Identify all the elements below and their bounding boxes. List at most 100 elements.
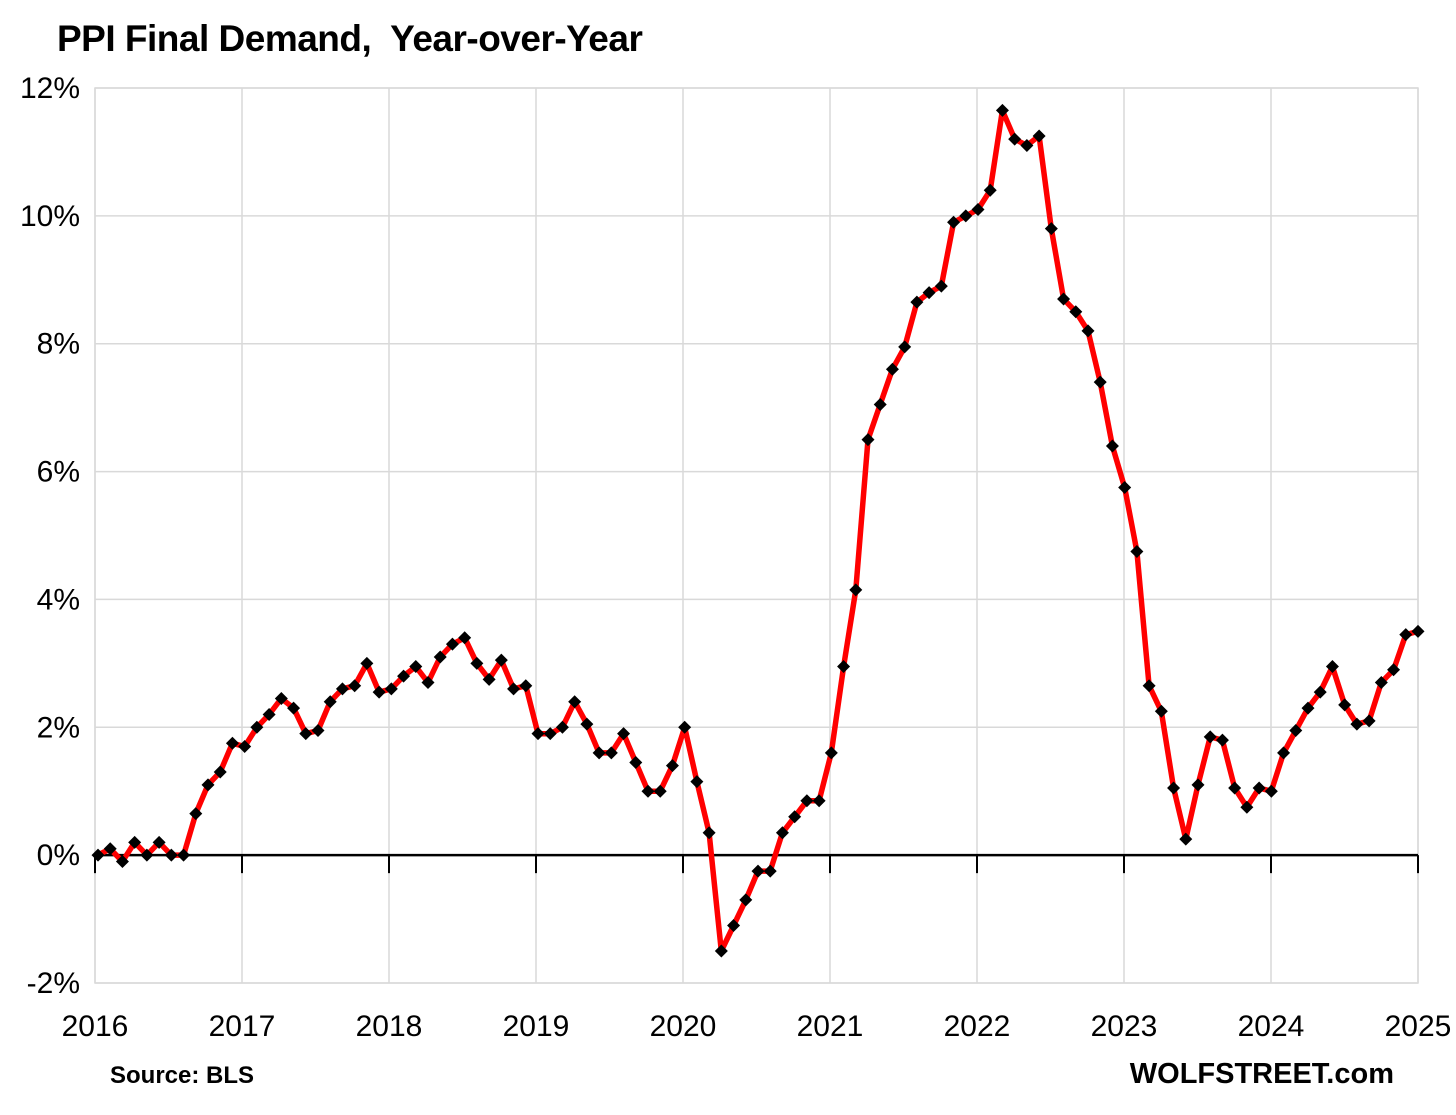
data-point-marker — [238, 739, 252, 753]
data-point-marker — [617, 727, 631, 741]
data-point-marker — [433, 650, 447, 664]
data-point-marker — [458, 631, 472, 645]
data-point-marker — [959, 209, 973, 223]
data-point-marker — [1191, 778, 1205, 792]
data-point-marker — [311, 723, 325, 737]
data-point-marker — [177, 848, 191, 862]
x-axis-label: 2024 — [1238, 1010, 1305, 1043]
data-point-marker — [531, 727, 545, 741]
data-point-marker — [1105, 439, 1119, 453]
data-point-marker — [983, 183, 997, 197]
data-point-marker — [653, 784, 667, 798]
data-point-marker — [1118, 481, 1132, 495]
data-point-marker — [1008, 132, 1022, 146]
data-point-marker — [812, 794, 826, 808]
data-point-marker — [1032, 129, 1046, 143]
data-point-marker — [421, 676, 435, 690]
data-point-marker — [372, 685, 386, 699]
data-point-marker — [690, 775, 704, 789]
data-point-marker — [494, 653, 508, 667]
y-axis-label: 2% — [37, 711, 80, 744]
y-axis-labels: 12% 10% 8% 6% 4% 2% 0% -2% — [20, 72, 80, 1000]
data-point-marker — [1338, 698, 1352, 712]
data-point-marker — [1399, 628, 1413, 642]
data-point-marker — [445, 637, 459, 651]
data-point-marker — [115, 855, 129, 869]
series-line — [95, 107, 1421, 954]
data-point-marker — [775, 826, 789, 840]
data-point-marker — [678, 720, 692, 734]
x-axis-label: 2023 — [1091, 1010, 1158, 1043]
data-point-marker — [947, 215, 961, 229]
data-point-marker — [898, 340, 912, 354]
data-point-marker — [225, 736, 239, 750]
data-point-marker — [1228, 781, 1242, 795]
chart-title: PPI Final Demand, Year-over-Year — [57, 18, 643, 59]
data-point-marker — [213, 765, 227, 779]
y-axis-label: 0% — [37, 839, 80, 872]
brand-wordmark: WOLFSTREET.com — [1129, 1058, 1394, 1090]
data-point-marker — [287, 701, 301, 715]
y-axis-label: 10% — [20, 200, 80, 233]
x-axis-label: 2022 — [944, 1010, 1011, 1043]
data-point-marker — [543, 727, 557, 741]
y-axis-label: -2% — [27, 967, 80, 1000]
data-point-marker — [1277, 746, 1291, 760]
x-axis-label: 2016 — [62, 1010, 129, 1043]
data-point-marker — [1411, 624, 1425, 638]
data-point-marker — [1240, 800, 1254, 814]
data-point-marker — [665, 759, 679, 773]
data-point-marker — [641, 784, 655, 798]
data-point-marker — [910, 295, 924, 309]
data-point-marker — [189, 807, 203, 821]
data-point-marker — [702, 826, 716, 840]
y-axis-label: 12% — [20, 72, 80, 105]
data-point-marker — [1154, 704, 1168, 718]
data-point-marker — [470, 656, 484, 670]
data-point-marker — [727, 918, 741, 932]
data-point-marker — [1252, 781, 1266, 795]
data-point-marker — [360, 656, 374, 670]
data-point-marker — [592, 746, 606, 760]
data-point-marker — [971, 202, 985, 216]
x-axis-label: 2018 — [356, 1010, 423, 1043]
data-point-marker — [1081, 324, 1095, 338]
gridlines — [94, 87, 1419, 984]
data-point-marker — [1179, 832, 1193, 846]
data-point-marker — [1289, 723, 1303, 737]
data-point-marker — [274, 692, 288, 706]
data-point-marker — [824, 746, 838, 760]
data-point-marker — [995, 103, 1009, 117]
data-point-marker — [1020, 139, 1034, 153]
data-point-marker — [1167, 781, 1181, 795]
data-point-marker — [140, 848, 154, 862]
data-point-marker — [555, 720, 569, 734]
data-point-marker — [1264, 784, 1278, 798]
data-point-marker — [861, 433, 875, 447]
data-point-marker — [885, 362, 899, 376]
data-point-marker — [1142, 679, 1156, 693]
data-point-marker — [348, 679, 362, 693]
data-point-marker — [1203, 730, 1217, 744]
x-axis-label: 2021 — [797, 1010, 864, 1043]
y-axis-label: 8% — [37, 328, 80, 361]
data-point-marker — [934, 279, 948, 293]
data-point-marker — [751, 864, 765, 878]
data-point-marker — [1044, 222, 1058, 236]
data-point-marker — [299, 727, 313, 741]
data-point-marker — [1350, 717, 1364, 731]
data-point-marker — [580, 717, 594, 731]
data-point-marker — [1093, 375, 1107, 389]
data-point-marker — [1387, 663, 1401, 677]
data-point-marker — [128, 835, 142, 849]
data-point-marker — [1069, 305, 1083, 319]
data-point-marker — [1057, 292, 1071, 306]
x-axis-label: 2019 — [503, 1010, 570, 1043]
x-axis-labels: 2016 2017 2018 2019 2020 2021 2022 2023 2024 2025 — [62, 1010, 1452, 1043]
data-point-marker — [262, 708, 276, 721]
x-axis-ticks — [94, 855, 1419, 874]
data-point-marker — [922, 286, 936, 300]
data-point-marker — [788, 810, 802, 824]
